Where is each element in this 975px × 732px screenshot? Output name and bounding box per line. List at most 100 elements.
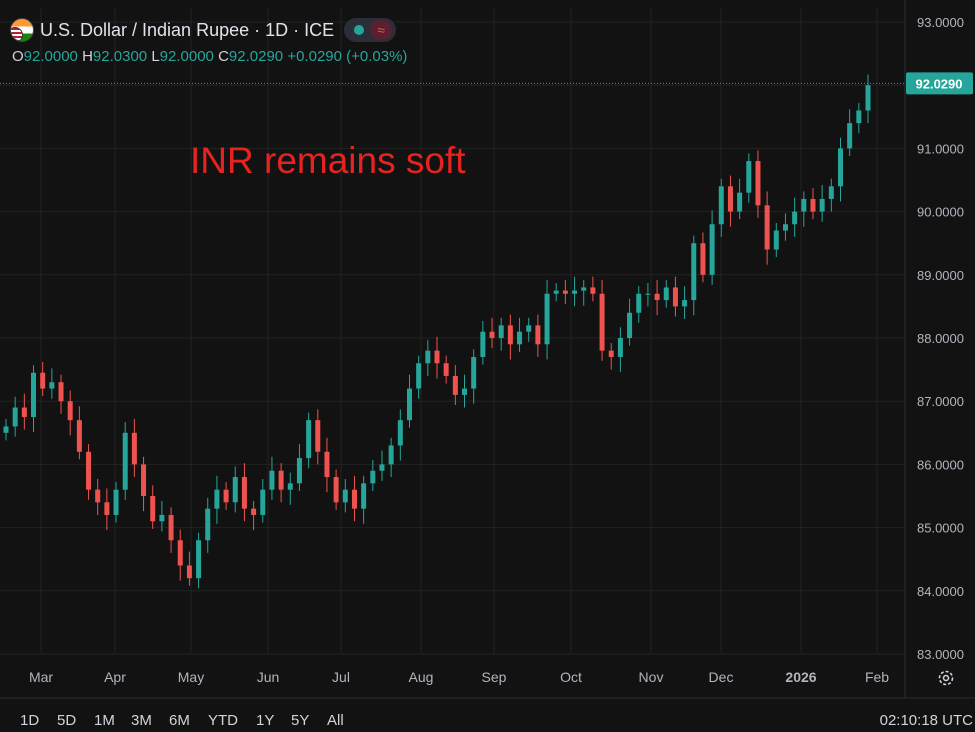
candle (663, 279, 669, 308)
candle (223, 482, 229, 510)
candle-series (3, 74, 871, 589)
candle (370, 459, 376, 491)
candle (232, 466, 238, 513)
y-tick-label: 83.0000 (917, 647, 964, 662)
candle (388, 437, 394, 478)
data-wave-icon: ≈ (370, 20, 393, 40)
symbol-header[interactable]: U.S. Dollar / Indian Rupee · 1D · ICE ≈ (10, 18, 397, 42)
candle (590, 276, 596, 302)
grid-lines (0, 8, 905, 655)
candle (306, 412, 312, 469)
candle (617, 327, 623, 373)
candle (636, 286, 642, 323)
candle (654, 279, 660, 316)
candle (517, 317, 523, 352)
status-pill[interactable]: ≈ (344, 18, 397, 42)
x-axis: Mar Apr May Jun Jul Aug Sep Oct Nov Dec 2026 Feb (0, 669, 975, 699)
x-tick-label: Jul (332, 669, 350, 685)
candle (21, 393, 27, 430)
chart-annotation[interactable]: INR remains soft (190, 140, 466, 181)
x-tick-label: Sep (482, 669, 507, 685)
candle (562, 279, 568, 304)
x-tick-label: Oct (560, 669, 582, 685)
y-tick-label: 85.0000 (917, 521, 964, 536)
candle (241, 463, 247, 522)
candle (782, 213, 788, 241)
candle (856, 102, 862, 134)
timeframe-1y[interactable]: 1Y (256, 712, 275, 729)
bottom-toolbar: 1D 5D 1M 3M 6M YTD 1Y 5Y All 02:10:18 UT… (0, 708, 975, 732)
candle (113, 482, 119, 523)
open-value: 92.0000 (23, 48, 78, 65)
candle (260, 478, 266, 523)
x-tick-label: Nov (639, 669, 664, 685)
market-open-dot-icon (354, 25, 365, 35)
x-tick-label: Apr (104, 669, 126, 685)
candle (801, 191, 807, 227)
candle (627, 298, 633, 346)
candle (67, 390, 73, 436)
candle (572, 276, 578, 307)
candle (351, 475, 357, 522)
candle (141, 456, 147, 512)
candle (76, 406, 82, 460)
high-value: 92.0300 (92, 48, 148, 65)
candle (718, 178, 724, 237)
candle (31, 365, 37, 433)
candle (278, 463, 284, 503)
candle (819, 185, 825, 222)
candle (315, 409, 321, 465)
candle (333, 469, 339, 510)
ohlc-legend: O92.0000 H92.0300 L92.0000 C92.0290 +0.0… (12, 48, 407, 65)
utc-clock: 02:10:18 UTC (879, 712, 973, 729)
timeframe-1m[interactable]: 1M (94, 712, 115, 729)
last-price-tag (906, 72, 973, 95)
timeframe-all[interactable]: All (327, 712, 344, 729)
y-axis: 83.0000 84.0000 85.0000 86.0000 87.0000 88.00… (904, 0, 964, 698)
candle (535, 314, 541, 357)
candle (462, 374, 468, 408)
candle (104, 488, 110, 531)
candle (214, 475, 220, 524)
timeframe-6m[interactable]: 6M (169, 712, 190, 729)
candle (3, 418, 9, 441)
candle (342, 478, 348, 513)
candle (544, 279, 550, 360)
candle (186, 551, 192, 586)
change-value: +0.0290 (+0.03%) (287, 48, 408, 65)
candle (764, 191, 770, 265)
timeframe-1d[interactable]: 1D (20, 712, 40, 729)
close-value: 92.0290 (228, 48, 284, 65)
timeframe-5d[interactable]: 5D (57, 712, 77, 729)
candle (608, 343, 614, 370)
candle (709, 210, 715, 285)
candle (700, 232, 706, 283)
candle (755, 150, 761, 218)
x-tick-label: Aug (409, 669, 434, 685)
x-tick-label: Dec (709, 669, 734, 685)
y-tick-label: 87.0000 (917, 394, 964, 409)
y-tick-label: 93.0000 (917, 15, 964, 30)
candle (122, 422, 128, 500)
candle (727, 175, 733, 227)
symbol-title: U.S. Dollar / Indian Rupee · 1D · ICE (40, 19, 335, 40)
timeframe-5y[interactable]: 5Y (291, 712, 310, 729)
candle (837, 137, 843, 202)
candle (452, 365, 458, 405)
candle (489, 317, 495, 349)
candle (810, 188, 816, 220)
y-tick-label: 91.0000 (917, 141, 964, 156)
candle (480, 320, 486, 365)
candle (828, 178, 834, 212)
candle (159, 501, 165, 532)
candle (379, 450, 385, 481)
low-value: 92.0000 (159, 48, 214, 65)
candle (196, 532, 202, 589)
candle (792, 197, 798, 237)
high-label: H (82, 48, 93, 65)
gear-icon[interactable] (936, 668, 956, 688)
candle (581, 279, 587, 306)
timeframe-ytd[interactable]: YTD (208, 712, 238, 729)
timeframe-3m[interactable]: 3M (131, 712, 152, 729)
